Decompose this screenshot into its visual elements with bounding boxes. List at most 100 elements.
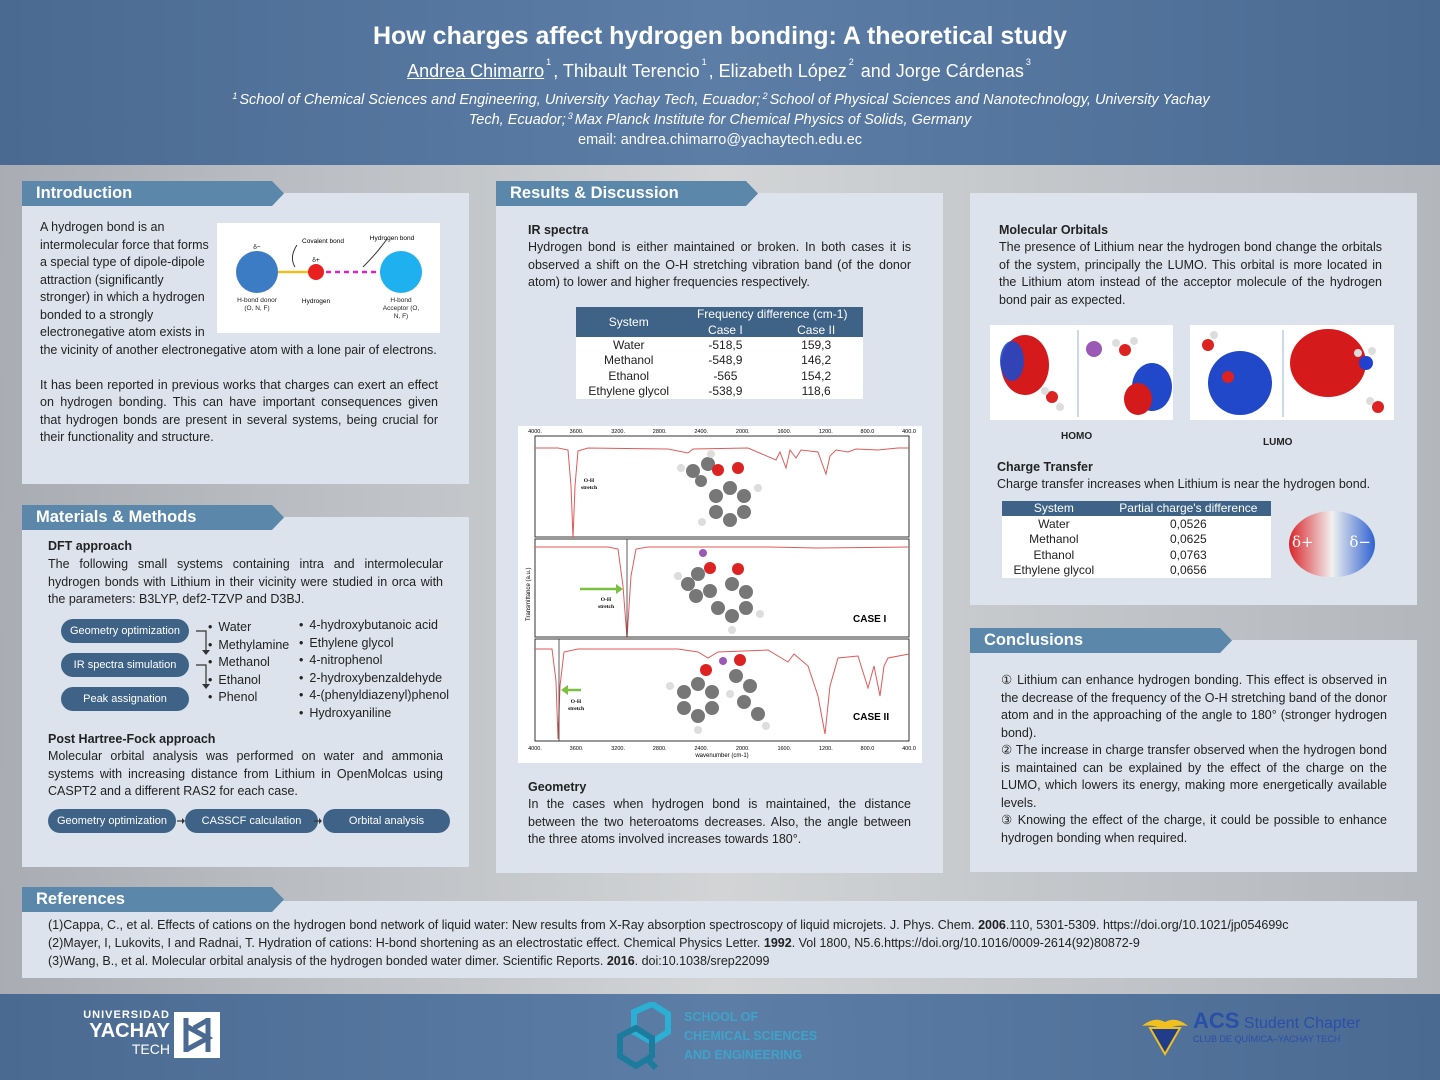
table-row: Ethanol -565 154,2: [576, 368, 863, 384]
poster-header: How charges affect hydrogen bonding: A t…: [0, 0, 1440, 165]
tick-label: 3600.: [570, 746, 584, 752]
school-logo-text: SCHOOL OF CHEMICAL SCIENCES AND ENGINEER…: [684, 1008, 817, 1065]
author-name: , Thibault Terencio: [553, 61, 700, 81]
flow-step: CASSCF calculation: [185, 809, 318, 833]
tick-label: 1200.: [819, 746, 833, 752]
stretch-label: stretch: [568, 706, 584, 712]
tick-label: 3200.: [611, 429, 625, 435]
ir-title: IR spectra: [528, 223, 589, 237]
list-item: 4-hydroxybutanoic acid: [299, 617, 449, 635]
larger-systems-list: 4-hydroxybutanoic acid Ethylene glycol 4…: [299, 617, 449, 722]
flow-step: Geometry optimization: [48, 809, 176, 833]
tick-label: 2400.: [694, 429, 708, 435]
list-item: Ethanol: [208, 672, 289, 690]
conclusions-text: ① Lithium can enhance hydrogen bonding. …: [1001, 672, 1387, 847]
ir-text: Hydrogen bond is either maintained or br…: [528, 240, 911, 289]
affiliation: School of Chemical Sciences and Engineer…: [239, 92, 761, 108]
stretch-label: stretch: [598, 604, 614, 610]
list-item: 4-(phenyldiazenyl)phenol: [299, 687, 449, 705]
table-cell: -518,5: [708, 337, 743, 352]
tick-label: 3200.: [611, 746, 625, 752]
table-cell: 0,0625: [1170, 532, 1207, 547]
conclusions-panel: [970, 640, 1417, 872]
table-cell: -538,9: [708, 384, 743, 399]
logo-text: TECH: [131, 1041, 170, 1057]
tick-label: 2800.: [653, 429, 667, 435]
affiliations: 1 School of Chemical Sciences and Enginee…: [220, 90, 1220, 130]
logo-text: CHEMICAL SCIENCES: [684, 1029, 818, 1043]
table-cell: -548,9: [708, 353, 743, 368]
y-axis-label: Transmittance (a.u.): [526, 568, 532, 621]
tick-label: 400.0: [902, 746, 916, 752]
logo-text: Student Chapter: [1243, 1015, 1361, 1032]
ref-text: (1)Cappa, C., et al. Effects of cations …: [48, 918, 979, 932]
charge-transfer-table: System Partial charge's difference Water…: [1002, 501, 1271, 578]
homo-orbital-svg: [1000, 330, 1172, 417]
conclusion-2: ② The increase in charge transfer observ…: [1001, 743, 1387, 810]
ir-spectra-figure: 4000. 3600. 3200. 2800. 2400. 2000. 1600. 1200.…: [518, 426, 922, 763]
acs-emblem-icon: [1142, 1019, 1188, 1056]
table-header: Frequency difference (cm-1): [681, 307, 863, 323]
affil-marker: 1: [232, 91, 238, 101]
spectrum-line-top: [535, 447, 909, 539]
reference-item: (1)Cappa, C., et al. Effects of cations …: [48, 916, 1408, 934]
small-systems-list: Water Methylamine Methanol Ethanol Pheno…: [208, 619, 289, 707]
hydrogen-label: Hydrogen: [302, 298, 331, 305]
tick-label: 3600.: [570, 429, 584, 435]
tick-label: 4000.: [528, 746, 542, 752]
logo-text: ACS: [1193, 1008, 1240, 1033]
author-name: , Elizabeth López: [708, 61, 847, 81]
reference-item: (2)Mayer, I, Lukovits, I and Radnai, T. …: [48, 934, 1408, 952]
author-name: and Jorge Cárdenas: [855, 61, 1024, 81]
dft-title: DFT approach: [48, 539, 133, 553]
results-heading: Results & Discussion: [496, 181, 758, 206]
table-cell: 146,2: [801, 353, 832, 368]
float-spacer: [212, 219, 438, 331]
flow-step: Orbital analysis: [323, 809, 450, 833]
table-header: Case I: [681, 322, 770, 337]
covalent-label: Covalent bond: [302, 238, 344, 245]
bottom-tick-labels: 4000. 3600. 3200. 2800. 2400. 2000. 1600. 1200.…: [528, 746, 916, 752]
references-list: (1)Cappa, C., et al. Effects of cations …: [48, 916, 1408, 970]
affil-marker: 1: [546, 57, 552, 67]
flow-step: Geometry optimization: [61, 619, 189, 643]
frequency-table: System Frequency difference (cm-1) Case …: [576, 307, 863, 399]
table-header: Partial charge's difference: [1105, 501, 1271, 516]
ref-text: (3)Wang, B., et al. Molecular orbital an…: [48, 954, 607, 968]
table-cell: Water: [612, 337, 645, 352]
hydrogen-bond-diagram: Covalent bond Hydrogen bond δ− δ+ Hydrog…: [217, 223, 440, 333]
stretch-label: stretch: [581, 485, 597, 491]
hbond-diagram-svg: Covalent bond Hydrogen bond δ− δ+ Hydrog…: [236, 235, 422, 305]
conclusion-3: ③ Knowing the effect of the charge, it c…: [1001, 813, 1387, 845]
flow-step: Peak assignation: [61, 687, 189, 711]
conclusion-1: ① Lithium can enhance hydrogen bonding. …: [1001, 673, 1387, 740]
list-item: Hydroxyaniline: [299, 705, 449, 723]
ref-year: 2016: [606, 954, 635, 968]
lumo-image: [1190, 325, 1394, 420]
spectrum-line-case1: [535, 546, 910, 639]
tick-label: 2400.: [694, 746, 708, 752]
spectrum-line-case2: [535, 648, 910, 740]
references-heading: References: [22, 887, 284, 912]
affil-marker: 3: [1025, 57, 1031, 67]
ref-text: . Vol 1800, N5.6.https://doi.org/10.1016…: [791, 936, 1140, 950]
tick-label: 1600.: [777, 746, 791, 752]
homo-image: [990, 325, 1173, 420]
table-cell: 0,0526: [1170, 516, 1207, 531]
mo-text: The presence of Lithium near the hydroge…: [999, 240, 1382, 307]
table-cell: 118,6: [801, 384, 831, 399]
table-cell: -565: [713, 368, 738, 383]
table-row: Water -518,5 159,3: [576, 337, 863, 353]
tick-label: 2000.: [736, 746, 750, 752]
table-cell: Methanol: [1029, 532, 1079, 547]
contact-email: email: andrea.chimarro@yachaytech.edu.ec: [578, 132, 862, 148]
delta-minus-label: δ−: [1349, 533, 1371, 551]
table-cell: 159,3: [801, 337, 832, 352]
table-row: Methanol -548,9 146,2: [576, 353, 863, 369]
list-item: Ethylene glycol: [299, 635, 449, 653]
table-cell: Water: [1038, 516, 1070, 531]
molecule-illustration-1: [677, 450, 762, 527]
tick-label: 1600.: [777, 429, 791, 435]
list-item: Methanol: [208, 654, 289, 672]
tick-label: 800.0: [861, 429, 875, 435]
